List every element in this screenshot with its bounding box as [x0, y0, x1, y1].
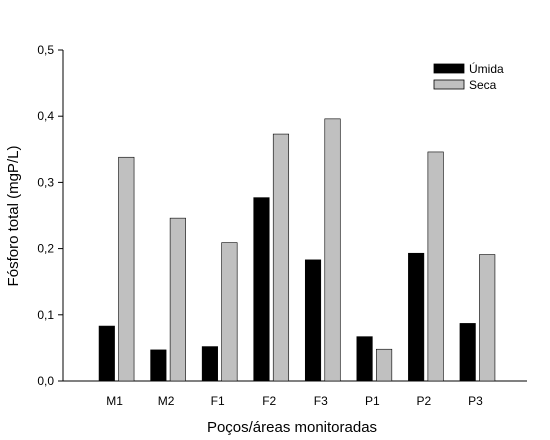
bar-umida-p2	[408, 252, 425, 382]
y-tick-label: 0,5	[37, 43, 54, 57]
bar-seca-m1	[118, 156, 135, 382]
bar-seca-f3	[324, 118, 341, 382]
bar-seca-m2	[169, 217, 186, 382]
bar-umida-p3	[459, 323, 476, 382]
y-axis-title: Fósforo total (mgP/L)	[5, 146, 22, 287]
bar-seca-f1	[221, 242, 238, 382]
x-tick-label: P2	[417, 394, 432, 408]
y-axis-ticks: 0,0 0,1 0,2 0,3 0,4 0,5	[37, 43, 63, 388]
bar-umida-f3	[304, 259, 322, 382]
legend: Úmida Seca	[433, 61, 504, 92]
bar-umida-p1	[356, 336, 373, 382]
x-tick-label: F3	[314, 394, 328, 408]
legend-swatch-seca	[433, 79, 465, 90]
y-tick-label: 0,2	[37, 242, 54, 256]
x-axis-title: Poços/áreas monitoradas	[207, 419, 377, 436]
bar-umida-m2	[150, 349, 167, 382]
bar-seca-p1	[376, 348, 393, 382]
bar-seca-p2	[427, 151, 444, 382]
y-tick-label: 0,0	[37, 374, 54, 388]
x-tick-label: M1	[106, 394, 123, 408]
legend-label-seca: Seca	[469, 78, 497, 92]
bar-umida-m1	[98, 325, 115, 382]
legend-swatch-umida	[433, 63, 465, 74]
x-axis-tick-labels: M1 M2 F1 F2 F3 P1 P2 P3	[106, 394, 483, 408]
bar-seca-f2	[272, 133, 290, 382]
x-tick-label: F1	[211, 394, 225, 408]
bar-umida-f2	[253, 197, 270, 382]
y-tick-label: 0,3	[37, 175, 54, 189]
legend-label-umida: Úmida	[469, 61, 504, 76]
bars	[98, 118, 496, 382]
x-tick-label: P3	[468, 394, 483, 408]
x-tick-label: F2	[262, 394, 276, 408]
plot-area: 0,0 0,1 0,2 0,3 0,4 0,5 M1 M2 F1 F2 F3 P1 P2 P3	[37, 43, 527, 408]
bar-seca-p3	[479, 254, 496, 382]
bar-umida-f1	[201, 346, 218, 382]
y-tick-label: 0,4	[37, 109, 54, 123]
y-tick-label: 0,1	[37, 308, 54, 322]
x-tick-label: M2	[158, 394, 175, 408]
x-tick-label: P1	[365, 394, 380, 408]
